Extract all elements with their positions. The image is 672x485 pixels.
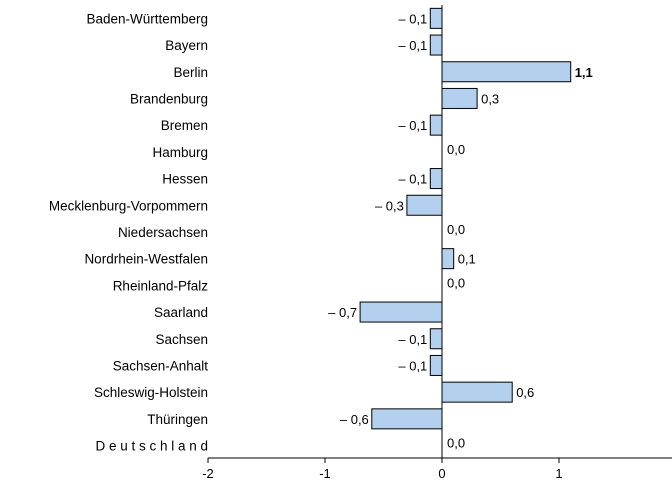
category-label: Hamburg — [152, 145, 208, 160]
value-label: 0,0 — [447, 142, 465, 157]
category-label: Thüringen — [147, 412, 208, 427]
value-label: 0,0 — [447, 222, 465, 237]
category-label: Schleswig-Holstein — [94, 385, 208, 400]
value-label: – 0,1 — [398, 358, 427, 373]
value-label: – 0,1 — [398, 332, 427, 347]
category-label: Sachsen — [155, 332, 208, 347]
value-label: – 0,6 — [340, 412, 369, 427]
category-label: Bayern — [165, 38, 208, 53]
category-label: Hessen — [162, 172, 208, 187]
bar — [359, 301, 443, 323]
value-label: – 0,3 — [375, 198, 404, 213]
bar — [441, 381, 513, 403]
value-label: – 0,1 — [398, 38, 427, 53]
bars — [359, 7, 572, 430]
category-label: Sachsen-Anhalt — [113, 358, 209, 373]
value-label: 0,0 — [447, 436, 465, 451]
bar — [429, 7, 443, 29]
value-label: 0,0 — [447, 275, 465, 290]
value-labels: – 0,1 – 0,1 1,1 0,3 – 0,1 0,0 – 0,1 – 0,3 0,0 0,1… — [328, 11, 593, 450]
x-tick-label: 1 — [555, 466, 562, 481]
category-label: Brandenburg — [130, 91, 208, 106]
category-label: Niedersachsen — [118, 225, 208, 240]
value-label: 0,6 — [516, 385, 534, 400]
value-label: – 0,7 — [328, 305, 357, 320]
category-label: Bremen — [161, 118, 208, 133]
x-tick-label: 0 — [438, 466, 445, 481]
value-label: 0,1 — [458, 252, 476, 267]
bar — [406, 194, 443, 216]
bar — [441, 61, 572, 83]
bar — [429, 328, 443, 350]
x-axis: -2 -1 0 1 — [202, 5, 672, 481]
category-label: Saarland — [154, 305, 208, 320]
bar — [371, 408, 443, 430]
category-label: Rheinland-Pfalz — [113, 278, 209, 293]
category-label: Berlin — [173, 65, 208, 80]
bar — [441, 248, 455, 270]
bar — [429, 168, 443, 190]
category-label: D e u t s c h l a n d — [95, 439, 208, 454]
bar — [429, 354, 443, 376]
x-tick-label: -2 — [202, 466, 214, 481]
category-labels: Baden-Württemberg Bayern Berlin Brandenburg… — [49, 11, 208, 453]
x-tick-label: -1 — [319, 466, 331, 481]
category-label: Mecklenburg-Vorpommern — [49, 198, 208, 213]
bar — [429, 34, 443, 56]
value-label: 1,1 — [575, 65, 593, 80]
category-label: Nordrhein-Westfalen — [84, 252, 208, 267]
value-label: 0,3 — [481, 91, 499, 106]
value-label: – 0,1 — [398, 172, 427, 187]
value-label: – 0,1 — [398, 118, 427, 133]
value-label: – 0,1 — [398, 11, 427, 26]
category-label: Baden-Württemberg — [86, 11, 208, 26]
bar — [441, 87, 478, 109]
bar — [429, 114, 443, 136]
